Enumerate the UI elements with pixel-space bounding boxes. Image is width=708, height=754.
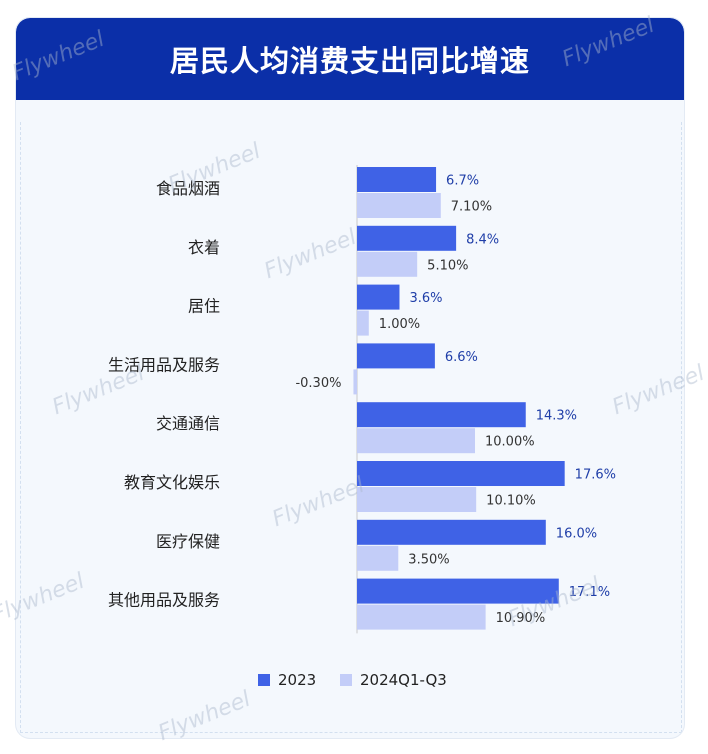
bar-2024q1-q3 <box>357 310 369 336</box>
data-label: 3.50% <box>408 552 449 567</box>
bar-2023 <box>357 225 457 251</box>
legend-label: 2024Q1-Q3 <box>360 671 447 689</box>
category-label: 其他用品及服务 <box>108 591 220 610</box>
category-label: 衣着 <box>188 238 220 257</box>
bar-2023 <box>357 402 526 428</box>
legend-swatch <box>258 674 270 686</box>
bar-2024q1-q3 <box>357 545 399 571</box>
page-title: 居民人均消费支出同比增速 <box>169 44 530 78</box>
data-label: 14.3% <box>536 409 577 424</box>
category-label: 医疗保健 <box>156 532 220 551</box>
bar-2024q1-q3 <box>357 193 441 218</box>
bar-2024q1-q3 <box>353 369 357 395</box>
bar-2023 <box>357 284 400 310</box>
bar-2023 <box>357 519 546 545</box>
legend-swatch <box>340 674 352 686</box>
data-label: 6.6% <box>445 350 478 365</box>
category-label: 交通通信 <box>156 414 220 433</box>
bar-2024q1-q3 <box>357 251 418 277</box>
bar-2024q1-q3 <box>357 604 486 630</box>
data-label: 8.4% <box>466 232 499 247</box>
bar-2024q1-q3 <box>357 487 477 512</box>
data-label: 10.00% <box>485 435 535 450</box>
category-label: 居住 <box>188 297 220 316</box>
plot-area <box>20 122 682 733</box>
bar-2023 <box>357 343 435 369</box>
data-label: 10.10% <box>486 494 536 509</box>
chart-card: 居民人均消费支出同比增速 <box>16 18 684 738</box>
data-label: -0.30% <box>295 376 341 391</box>
data-label: 5.10% <box>427 258 468 273</box>
data-label: 3.6% <box>409 291 442 306</box>
category-label: 生活用品及服务 <box>108 355 220 374</box>
legend-label: 2023 <box>278 671 316 689</box>
data-label: 6.7% <box>446 174 479 189</box>
category-label: 食品烟酒 <box>156 179 220 198</box>
bar-2024q1-q3 <box>357 428 475 454</box>
data-label: 10.90% <box>496 611 546 626</box>
category-label: 教育文化娱乐 <box>124 473 220 492</box>
data-label: 17.6% <box>575 468 616 483</box>
bar-2023 <box>357 167 437 192</box>
data-label: 1.00% <box>379 317 420 332</box>
bar-2023 <box>357 578 559 604</box>
data-label: 16.0% <box>556 526 597 541</box>
card-header: 居民人均消费支出同比增速 <box>16 18 684 100</box>
bar-2023 <box>357 461 565 486</box>
data-label: 7.10% <box>451 200 492 215</box>
data-label: 17.1% <box>569 585 610 600</box>
